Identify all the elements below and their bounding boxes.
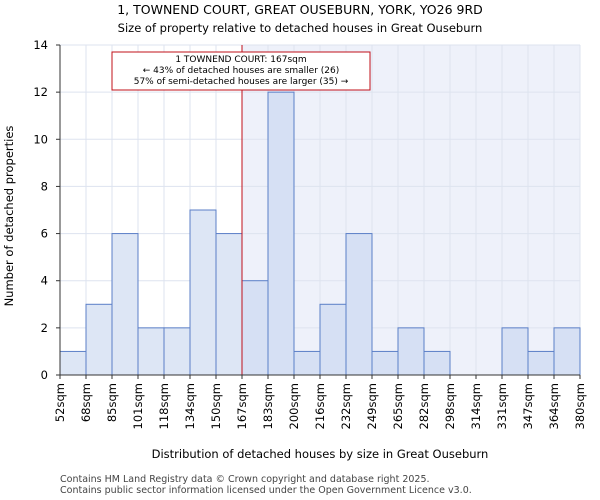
bar-85sqm [111,233,139,376]
bar-183sqm [267,91,295,376]
bar-68sqm [85,303,113,376]
x-tick-label: 52sqm [53,383,67,422]
bar-101sqm [137,327,165,376]
y-tick-label: 0 [41,368,48,382]
bar-232sqm [345,233,373,376]
annotation-line-2: ← 43% of detached houses are smaller (26… [143,66,340,76]
x-tick-label: 68sqm [79,383,93,422]
y-tick-label: 14 [33,38,48,52]
y-tick-label: 2 [41,321,48,335]
bar-52sqm [59,350,87,376]
x-tick-label: 298sqm [443,383,457,429]
footer-licence: Contains public sector information licen… [60,485,472,496]
bar-331sqm [501,327,529,376]
chart-subtitle: Size of property relative to detached ho… [118,21,483,35]
x-tick-label: 347sqm [521,383,535,429]
larger-region-shade [242,45,580,375]
bar-249sqm [371,350,399,376]
x-tick-label: 364sqm [547,383,561,429]
bar-216sqm [319,303,347,376]
x-tick-label: 232sqm [339,383,353,429]
x-tick-label: 249sqm [365,383,379,429]
x-tick-label: 183sqm [261,383,275,429]
x-tick-label: 118sqm [157,383,171,429]
bar-167sqm [241,280,269,376]
chart-title: 1, TOWNEND COURT, GREAT OUSEBURN, YORK, … [117,2,483,17]
bar-118sqm [163,327,191,376]
x-tick-label: 101sqm [131,383,145,429]
x-tick-label: 265sqm [391,383,405,429]
y-tick-label: 12 [33,85,48,99]
annotation-line-3: 57% of semi-detached houses are larger (… [134,77,349,87]
x-axis-label: Distribution of detached houses by size … [152,447,489,461]
bar-200sqm [293,350,321,376]
x-tick-label: 150sqm [209,383,223,429]
bar-150sqm [215,233,243,376]
x-tick-label: 134sqm [183,383,197,429]
y-tick-labels: 0 2 4 6 8 10 12 14 [33,38,60,382]
bar-364sqm [553,327,581,376]
bar-265sqm [397,327,425,376]
bar-134sqm [189,209,217,376]
y-tick-label: 10 [33,132,48,146]
x-tick-label: 200sqm [287,383,301,429]
x-tick-labels: 52sqm 68sqm 85sqm 101sqm 118sqm 134sqm 150sqm 1… [53,375,587,429]
property-annotation: 1 TOWNEND COURT: 167sqm ← 43% of detache… [111,51,371,91]
bar-282sqm [423,350,451,376]
y-tick-label: 4 [41,274,48,288]
annotation-line-1: 1 TOWNEND COURT: 167sqm [175,55,306,65]
x-tick-label: 331sqm [495,383,509,429]
x-tick-label: 314sqm [469,383,483,429]
bar-347sqm [527,350,555,376]
footer-copyright: Contains HM Land Registry data © Crown c… [60,474,430,485]
x-tick-label: 282sqm [417,383,431,429]
y-tick-label: 8 [41,179,48,193]
y-tick-label: 6 [41,227,48,241]
x-tick-label: 380sqm [573,383,587,429]
x-tick-label: 167sqm [235,383,249,429]
y-axis-label: Number of detached properties [2,126,16,307]
annotation-box [111,51,371,91]
x-tick-label: 85sqm [105,383,119,422]
x-tick-label: 216sqm [313,383,327,429]
